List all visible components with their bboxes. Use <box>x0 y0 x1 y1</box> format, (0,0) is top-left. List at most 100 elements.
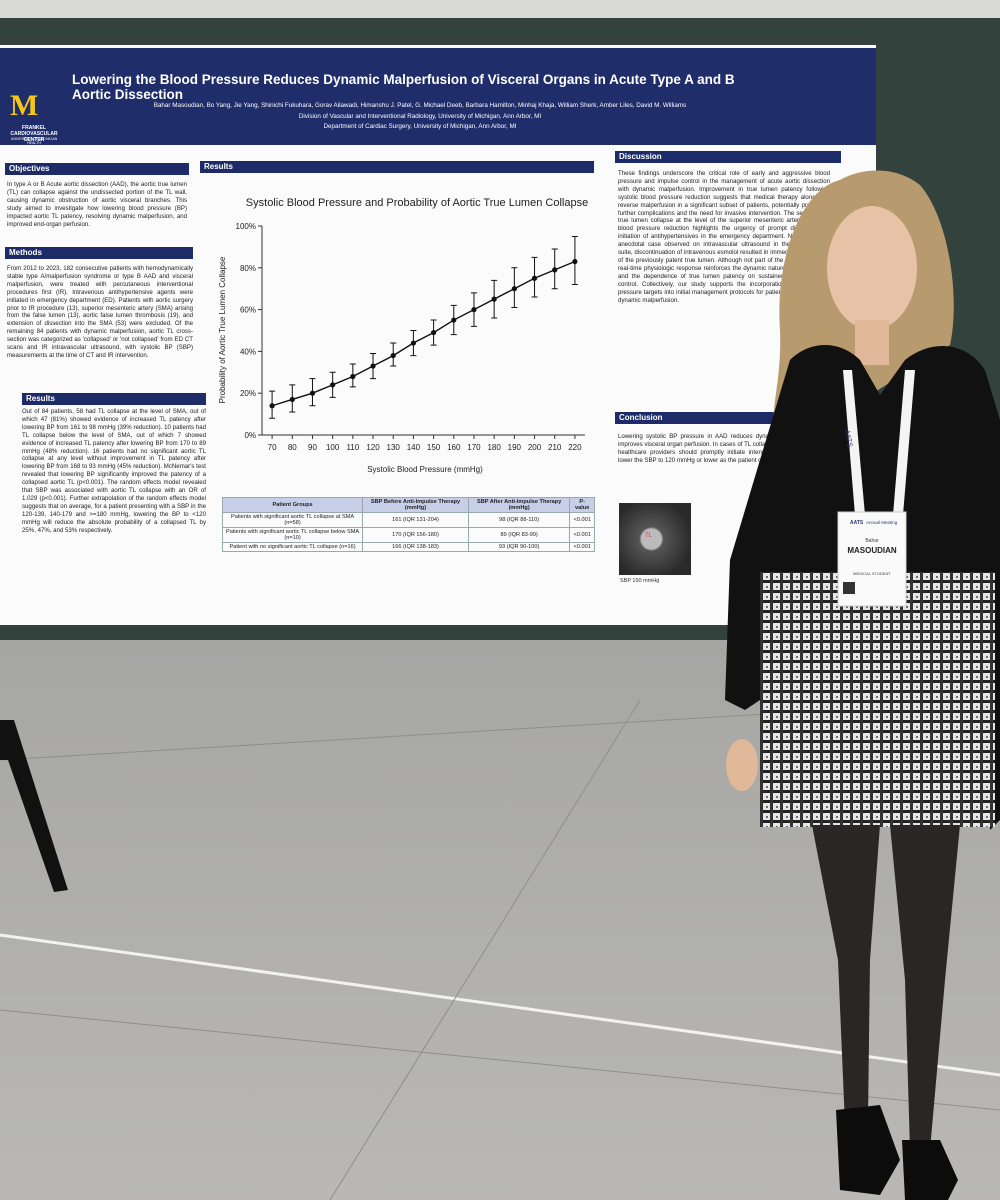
section-heading: Objectives <box>5 163 189 175</box>
data-table: Patient Groups SBP Before Anti-Impulse Th… <box>221 497 595 552</box>
data-point <box>269 403 275 409</box>
x-tick-label: 70 <box>268 443 277 452</box>
badge-qr <box>843 582 855 594</box>
section-text: These findings underscore the critical r… <box>618 170 830 304</box>
table-header-cell: P-value <box>569 497 595 513</box>
table-header-row: Patient Groups SBP Before Anti-Impulse Th… <box>221 497 595 513</box>
data-point <box>471 307 477 313</box>
badge-role: MEDICAL STUDENT <box>853 571 891 576</box>
image-label: TL <box>645 533 653 539</box>
x-tick-label: 120 <box>366 443 380 452</box>
table-cell: 166 (IQR 138-183) <box>362 542 469 552</box>
y-tick-label: 100% <box>236 222 256 231</box>
x-tick-label: 100 <box>326 443 340 452</box>
x-tick-label: 110 <box>346 443 359 452</box>
leg <box>890 825 960 1150</box>
x-tick-label: 90 <box>308 443 317 452</box>
data-point <box>491 296 497 302</box>
x-axis-label: Systolic Blood Pressure (mmHg) <box>367 465 483 474</box>
x-tick-label: 220 <box>568 443 582 452</box>
table-cell: 93 (IQR 90-100) <box>467 542 571 552</box>
section-heading: Discussion <box>615 151 841 163</box>
data-point <box>430 329 437 336</box>
x-tick-label: 160 <box>447 443 461 452</box>
chart: Systolic Blood Pressure and Probability … <box>218 197 588 474</box>
badge-event: AATS <box>850 520 864 526</box>
badge-first-name: Bahar <box>865 538 879 544</box>
x-tick-label: 130 <box>387 443 401 452</box>
chart-title: Systolic Blood Pressure and Probability … <box>246 197 588 209</box>
x-tick-label: 80 <box>288 443 297 452</box>
shoe <box>836 1105 900 1195</box>
poster-header <box>0 48 876 145</box>
affiliation: Department of Cardiac Surgery, Universit… <box>323 123 517 130</box>
data-point <box>531 275 538 281</box>
x-tick-label: 150 <box>427 443 441 452</box>
section-heading: Results <box>200 161 594 173</box>
y-tick-label: 80% <box>240 264 256 273</box>
data-point <box>289 396 295 403</box>
floor-seam <box>0 1009 1000 1111</box>
x-tick-label: 140 <box>407 443 421 452</box>
affiliation: Division of Vascular and Interventional … <box>298 113 542 120</box>
section-text: In type A or B Acute aortic dissection (… <box>7 181 187 228</box>
section-text: Lowering systolic BP pressure in AAD red… <box>618 433 830 464</box>
poster: M FRANKEL CARDIOVASCULAR CENTER UNIVERSI… <box>0 45 876 625</box>
floor-stripe <box>0 933 1000 1077</box>
data-point <box>552 267 558 273</box>
table-header-cell: Patient Groups <box>221 497 364 513</box>
data-point <box>350 373 356 380</box>
data-point <box>410 340 417 346</box>
shoe <box>902 1140 958 1200</box>
table-cell: <0.001 <box>569 542 595 552</box>
y-tick-label: 20% <box>240 389 256 398</box>
hand <box>726 739 758 791</box>
x-tick-label: 200 <box>528 443 542 452</box>
section-heading: Methods <box>5 247 193 259</box>
data-line <box>271 260 576 407</box>
x-tick-label: 180 <box>487 443 501 452</box>
authors: Bahar Masoudian, Bo Yang, Jie Yang, Shin… <box>153 102 687 109</box>
logo-org: UNIVERSITY OF MICHIGAN HEALTH <box>10 137 58 145</box>
floor-seam <box>329 699 641 1200</box>
badge-last-name: MASOUDIAN <box>847 546 897 555</box>
lanyard <box>843 370 915 515</box>
neck <box>855 320 889 365</box>
data-point <box>572 258 578 265</box>
easel-leg <box>0 720 68 892</box>
data-point <box>451 317 457 323</box>
y-tick-label: 40% <box>240 347 256 356</box>
data-point <box>370 363 376 369</box>
table-row: Patient with no significant aortic TL co… <box>221 542 595 552</box>
y-tick-label: 0% <box>244 431 256 440</box>
skirt <box>760 572 995 827</box>
y-axis-label: Probability of Aortic True Lumen Collaps… <box>218 256 227 403</box>
data-point <box>309 390 316 396</box>
data-point <box>511 286 517 292</box>
ultrasound-image: TL <box>619 503 691 575</box>
image-caption: SBP 150 mmHg <box>620 578 660 584</box>
cardigan <box>725 345 1000 830</box>
y-tick-label: 60% <box>240 306 256 315</box>
table-cell: Patient with no significant aortic TL co… <box>221 542 364 552</box>
table-header-cell: SBP After Anti-Impulse Therapy (mmHg) <box>467 497 571 513</box>
table-wrap: Patient Groups SBP Before Anti-Impulse Th… <box>221 497 595 552</box>
logo-letter: M <box>10 89 39 122</box>
section-text: From 2012 to 2023, 182 consecutive patie… <box>7 265 193 359</box>
section-heading: Results <box>22 393 206 405</box>
data-point <box>390 352 396 359</box>
data-point <box>330 382 336 388</box>
x-tick-label: 190 <box>508 443 522 452</box>
logo-name: FRANKEL CARDIOVASCULAR CENTER <box>10 125 58 143</box>
face <box>827 206 917 330</box>
lanyard-text: AATS <box>843 429 853 448</box>
poster-title: Lowering the Blood Pressure Reduces Dyna… <box>72 72 735 102</box>
section-text: Out of 84 patients, 58 had TL collapse a… <box>22 408 206 534</box>
x-tick-label: 210 <box>548 443 562 452</box>
badge-meeting: Annual Meeting <box>866 520 898 525</box>
leg <box>812 825 880 1125</box>
table-row: Patients with significant aortic TL coll… <box>221 527 595 543</box>
